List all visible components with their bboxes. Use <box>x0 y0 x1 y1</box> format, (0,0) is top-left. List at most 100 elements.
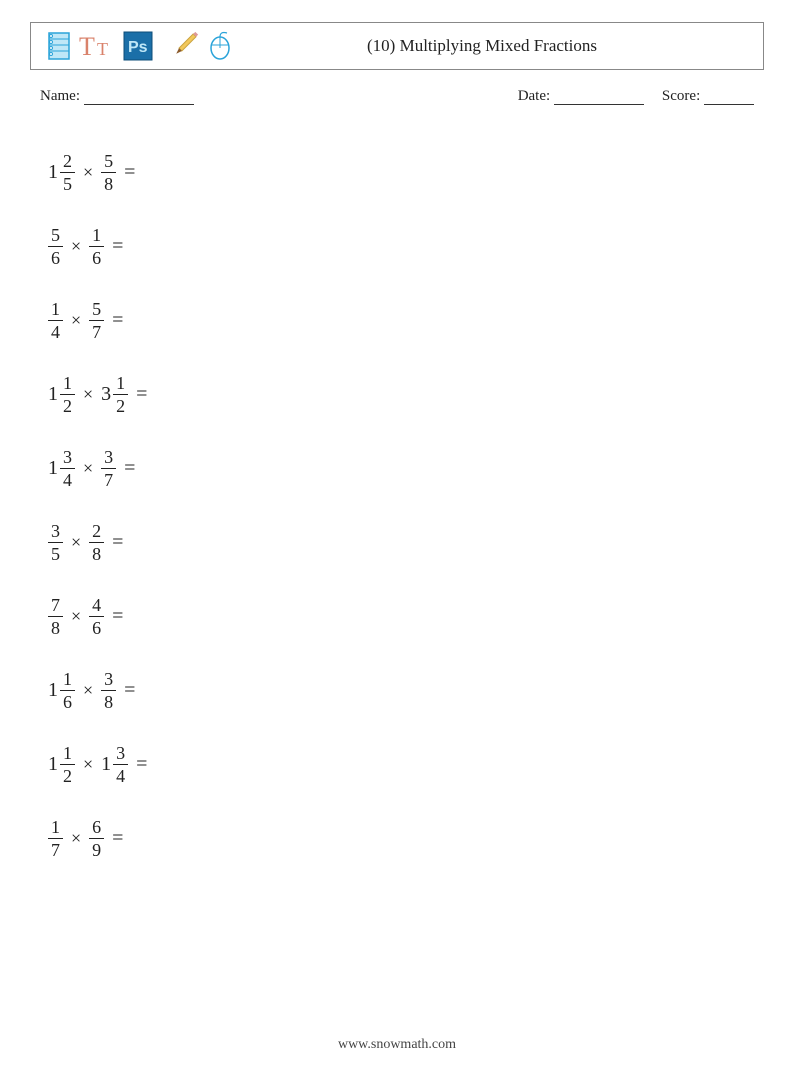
times-operator: × <box>63 236 89 257</box>
denominator: 4 <box>113 764 128 785</box>
numerator: 5 <box>48 226 63 246</box>
mixed-fraction: 312 <box>101 374 128 415</box>
score-blank[interactable] <box>704 89 754 106</box>
mixed-fraction: 35 <box>48 522 63 563</box>
mixed-fraction: 69 <box>89 818 104 859</box>
denominator: 4 <box>60 468 75 489</box>
fraction: 56 <box>48 226 63 267</box>
numerator: 2 <box>60 152 75 172</box>
fraction: 14 <box>48 300 63 341</box>
equals-sign: = <box>128 753 153 776</box>
whole-part: 1 <box>48 753 60 776</box>
fraction: 12 <box>60 744 75 785</box>
equals-sign: = <box>116 457 141 480</box>
numerator: 3 <box>113 744 128 764</box>
times-operator: × <box>75 458 101 479</box>
info-row: Name: Date: Score: <box>40 88 754 105</box>
mixed-fraction: 56 <box>48 226 63 267</box>
fraction: 46 <box>89 596 104 637</box>
numerator: 1 <box>60 670 75 690</box>
name-label: Name: <box>40 88 80 104</box>
numerator: 7 <box>48 596 63 616</box>
date-blank[interactable] <box>554 89 644 106</box>
denominator: 7 <box>101 468 116 489</box>
problem-row: 78×46= <box>48 579 794 653</box>
denominator: 8 <box>48 616 63 637</box>
times-operator: × <box>63 532 89 553</box>
whole-part: 1 <box>48 457 60 480</box>
numerator: 4 <box>89 596 104 616</box>
whole-part: 1 <box>48 161 60 184</box>
fraction: 17 <box>48 818 63 859</box>
fraction: 25 <box>60 152 75 193</box>
fraction: 35 <box>48 522 63 563</box>
numerator: 3 <box>60 448 75 468</box>
problem-row: 125×58= <box>48 135 794 209</box>
fraction: 12 <box>60 374 75 415</box>
denominator: 6 <box>89 616 104 637</box>
name-field: Name: <box>40 88 340 105</box>
mixed-fraction: 134 <box>101 744 128 785</box>
fraction: 37 <box>101 448 116 489</box>
mixed-fraction: 134 <box>48 448 75 489</box>
equals-sign: = <box>104 827 129 850</box>
times-operator: × <box>75 162 101 183</box>
numerator: 3 <box>48 522 63 542</box>
problem-row: 112×134= <box>48 727 794 801</box>
fraction: 38 <box>101 670 116 711</box>
numerator: 1 <box>48 300 63 320</box>
equals-sign: = <box>128 383 153 406</box>
mixed-fraction: 125 <box>48 152 75 193</box>
problem-row: 134×37= <box>48 431 794 505</box>
mixed-fraction: 78 <box>48 596 63 637</box>
problem-row: 56×16= <box>48 209 794 283</box>
numerator: 3 <box>101 448 116 468</box>
fraction: 16 <box>89 226 104 267</box>
mixed-fraction: 112 <box>48 374 75 415</box>
svg-text:T: T <box>97 39 108 59</box>
score-field: Score: <box>662 88 754 105</box>
mixed-fraction: 14 <box>48 300 63 341</box>
mixed-fraction: 37 <box>101 448 116 489</box>
whole-part: 1 <box>101 753 113 776</box>
times-operator: × <box>75 680 101 701</box>
equals-sign: = <box>104 531 129 554</box>
mixed-fraction: 57 <box>89 300 104 341</box>
numerator: 1 <box>48 818 63 838</box>
problem-row: 35×28= <box>48 505 794 579</box>
numerator: 6 <box>89 818 104 838</box>
equals-sign: = <box>104 309 129 332</box>
mixed-fraction: 38 <box>101 670 116 711</box>
equals-sign: = <box>116 679 141 702</box>
worksheet-title: (10) Multiplying Mixed Fractions <box>235 36 749 56</box>
svg-text:Ps: Ps <box>128 39 148 56</box>
denominator: 5 <box>48 542 63 563</box>
fraction: 69 <box>89 818 104 859</box>
times-operator: × <box>63 828 89 849</box>
date-label: Date: <box>518 88 550 104</box>
fraction: 12 <box>113 374 128 415</box>
numerator: 2 <box>89 522 104 542</box>
numerator: 1 <box>113 374 128 394</box>
mixed-fraction: 17 <box>48 818 63 859</box>
fraction: 16 <box>60 670 75 711</box>
times-operator: × <box>63 310 89 331</box>
notebook-icon <box>45 31 73 61</box>
mixed-fraction: 112 <box>48 744 75 785</box>
numerator: 1 <box>89 226 104 246</box>
denominator: 6 <box>89 246 104 267</box>
mixed-fraction: 46 <box>89 596 104 637</box>
problem-row: 17×69= <box>48 801 794 875</box>
date-field: Date: <box>518 88 644 105</box>
name-blank[interactable] <box>84 89 194 106</box>
denominator: 9 <box>89 838 104 859</box>
fraction: 34 <box>113 744 128 785</box>
fraction: 34 <box>60 448 75 489</box>
numerator: 3 <box>101 670 116 690</box>
equals-sign: = <box>104 235 129 258</box>
text-icon: TT <box>79 31 117 61</box>
denominator: 4 <box>48 320 63 341</box>
pencil-icon <box>169 31 199 61</box>
fraction: 28 <box>89 522 104 563</box>
mixed-fraction: 116 <box>48 670 75 711</box>
